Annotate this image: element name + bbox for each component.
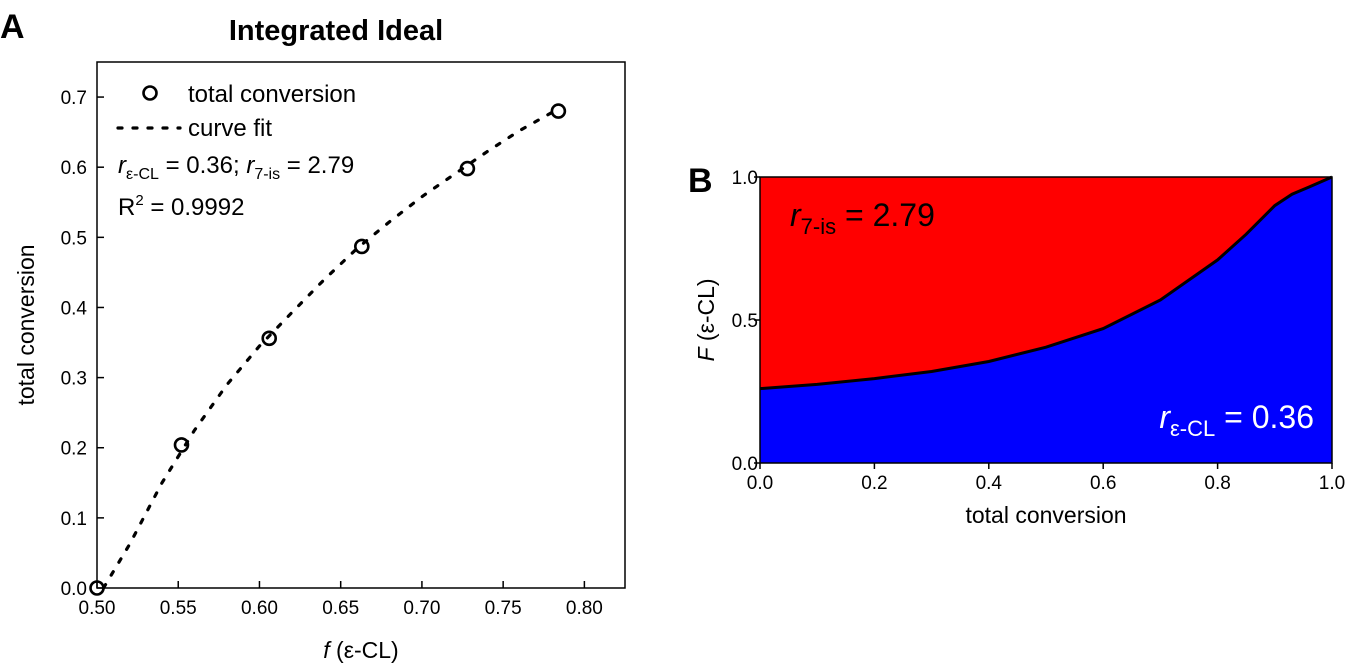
annot-r1-value: = 0.36;	[159, 152, 246, 179]
chart-a-r-squared-annotation: R2 = 0.9992	[118, 192, 244, 221]
y-tick-label: 0.6	[61, 158, 87, 179]
annot-r1-symbol: r	[118, 152, 127, 179]
chart-b-x-axis: 0.0 0.2 0.4 0.6 0.8 1.0	[747, 463, 1345, 494]
chart-b-y-axis-label-italic: F	[693, 346, 719, 362]
y-tick-label: 0.5	[732, 311, 758, 332]
data-point	[173, 437, 190, 453]
chart-b-x-axis-label: total conversion	[965, 502, 1126, 528]
legend-label-curve-fit: curve fit	[188, 115, 272, 142]
region-red-value: = 2.79	[836, 197, 935, 233]
legend-marker-circle	[142, 85, 158, 101]
chart-a-data-series	[89, 103, 567, 596]
annot-rsq-base: R	[118, 194, 135, 221]
annot-r2-subscript: 7-is	[254, 166, 280, 183]
chart-b: 0.0 0.2 0.4 0.6 0.8 1.0 0.0 0.5 1.0 total conve…	[693, 168, 1345, 528]
region-blue-subscript: ε-CL	[1170, 416, 1215, 441]
region-blue-value: = 0.36	[1215, 399, 1314, 435]
chart-a-x-axis-label: f (ε-CL)	[323, 637, 398, 663]
y-tick-label: 0.3	[61, 369, 87, 390]
x-tick-label: 0.4	[976, 473, 1003, 494]
annot-r1-subscript: ε-CL	[126, 166, 159, 183]
data-point	[550, 103, 567, 119]
x-tick-label: 0.6	[1090, 473, 1116, 494]
annot-r2-value: = 2.79	[280, 152, 354, 179]
data-point	[459, 160, 476, 177]
y-tick-label: 0.5	[61, 228, 87, 249]
chart-a-title: Integrated Ideal	[229, 15, 443, 47]
y-tick-label: 0.7	[61, 88, 87, 109]
x-tick-label: 0.70	[403, 598, 440, 619]
fit-curve	[101, 110, 554, 590]
chart-b-region-blue	[760, 177, 1332, 463]
y-tick-label: 0.0	[732, 454, 758, 475]
region-blue-symbol: r	[1159, 399, 1171, 435]
annot-r2-symbol: r	[246, 152, 255, 179]
region-red-symbol: r	[790, 197, 802, 233]
data-point	[89, 580, 105, 596]
chart-b-region-blue-label: rε-CL = 0.36	[1159, 399, 1314, 441]
chart-a-x-axis: 0.50 0.55 0.60 0.65 0.70 0.75 0.80	[79, 581, 603, 619]
x-tick-label: 0.50	[79, 598, 116, 619]
chart-a-reactivity-annotation: rε-CL = 0.36; r7-is = 2.79	[118, 152, 354, 183]
chart-a-x-axis-label-italic: f	[323, 637, 332, 663]
y-tick-label: 0.4	[61, 298, 88, 319]
chart-a-legend: total conversion curve fit	[116, 81, 356, 142]
chart-b-y-axis-label-rest: (ε-CL)	[693, 278, 719, 347]
chart-a-x-axis-label-rest: (ε-CL)	[330, 637, 399, 663]
chart-b-region-red-label: r7-is = 2.79	[790, 197, 935, 239]
panel-letter-a: A	[0, 8, 25, 46]
region-red-subscript: 7-is	[801, 214, 836, 239]
chart-b-y-axis: 0.0 0.5 1.0	[732, 168, 760, 475]
x-tick-label: 0.60	[241, 598, 278, 619]
data-point	[261, 330, 278, 347]
x-tick-label: 0.0	[747, 473, 773, 494]
y-tick-label: 0.2	[61, 439, 87, 460]
chart-a-y-axis-label: total conversion	[13, 244, 39, 405]
y-tick-label: 0.1	[61, 509, 87, 530]
chart-b-y-axis-label: F (ε-CL)	[693, 278, 719, 361]
data-point	[354, 238, 370, 255]
x-tick-label: 1.0	[1319, 473, 1345, 494]
chart-a-y-axis: 0.0 0.1 0.2 0.3 0.4 0.5 0.6 0.7	[61, 88, 104, 600]
chart-a-fit-series	[101, 110, 554, 590]
y-tick-label: 0.0	[61, 579, 87, 600]
chart-a: Integrated Ideal 0.50 0.55 0.60 0.65 0.70 0.7…	[13, 15, 626, 663]
annot-rsq-value: = 0.9992	[144, 194, 245, 221]
chart-a-plot-frame	[96, 61, 626, 589]
chart-b-boundary-line	[759, 175, 1333, 391]
annot-rsq-superscript: 2	[135, 192, 143, 209]
x-tick-label: 0.2	[861, 473, 887, 494]
legend-label-total-conversion: total conversion	[188, 81, 356, 108]
x-tick-label: 0.65	[322, 598, 359, 619]
x-tick-label: 0.55	[160, 598, 197, 619]
panel-letter-b: B	[688, 162, 713, 200]
x-tick-label: 0.80	[566, 598, 603, 619]
x-tick-label: 0.75	[485, 598, 522, 619]
x-tick-label: 0.8	[1204, 473, 1230, 494]
y-tick-label: 1.0	[732, 168, 758, 189]
